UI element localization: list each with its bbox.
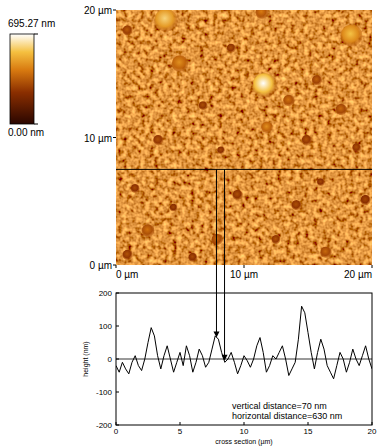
colorbar <box>10 34 34 124</box>
grain <box>360 195 370 205</box>
tick <box>116 326 119 327</box>
grain <box>199 101 208 110</box>
tick <box>372 265 373 268</box>
colorbar-tick <box>34 34 38 35</box>
grain <box>312 75 322 85</box>
tick <box>244 422 245 425</box>
grain <box>153 135 163 145</box>
tick-label: 20 <box>368 427 377 436</box>
image-ground <box>116 10 372 265</box>
grain <box>336 104 348 116</box>
tick <box>113 10 116 11</box>
tick-label: 0 µm <box>116 269 138 280</box>
plot-area <box>116 306 372 379</box>
grain <box>142 224 155 237</box>
grain <box>170 204 178 212</box>
tick <box>116 293 119 294</box>
tick-label: -200 <box>96 421 113 430</box>
figure: 0 µm 10 µm 20 µm 0 µm 10 µm 20 µm 0.00 nm 695.2… <box>0 0 378 447</box>
colorbar-label: 0.00 nm <box>8 127 44 138</box>
tick-label: 200 <box>99 289 113 298</box>
grain <box>122 25 132 35</box>
grain <box>131 184 140 193</box>
cursor-arrow <box>213 332 219 338</box>
tick <box>180 422 181 425</box>
tick-label: 100 <box>99 322 113 331</box>
tick-label: 0 µm <box>90 260 112 271</box>
grain <box>188 253 197 262</box>
colorbar-tick <box>34 124 38 125</box>
plot-frame <box>116 293 372 425</box>
tick-label: 10 µm <box>230 269 258 280</box>
tick <box>116 392 119 393</box>
grain <box>320 246 332 258</box>
axis-title: height (nm) <box>82 341 90 376</box>
colorbar-label: 695.27 nm <box>8 18 55 29</box>
tick-label: 20 µm <box>84 5 112 16</box>
image-texture <box>116 10 372 265</box>
grain <box>256 10 269 19</box>
grain <box>172 55 189 72</box>
profile-line <box>116 306 372 379</box>
tick <box>116 265 117 268</box>
grain <box>302 135 312 145</box>
zero-line <box>116 359 372 360</box>
tick-label: 15 <box>304 427 313 436</box>
grain <box>252 73 276 97</box>
grain <box>232 190 242 200</box>
tick <box>308 422 309 425</box>
grain <box>352 143 361 152</box>
grain <box>154 10 177 32</box>
grain <box>291 200 301 210</box>
annotation: horizontal distance=630 nm <box>232 411 342 421</box>
tick-label: 20 µm <box>344 269 372 280</box>
grain <box>122 250 132 260</box>
grain <box>283 95 295 107</box>
cross-section-line <box>116 169 372 170</box>
grain <box>341 25 363 47</box>
grain <box>272 235 281 244</box>
tick <box>113 137 116 138</box>
tick-label: -100 <box>96 388 113 397</box>
cursor-line <box>216 169 217 333</box>
tick-label: 10 µm <box>84 133 112 144</box>
annotation: vertical distance=70 nm <box>232 401 327 411</box>
grain <box>217 146 225 154</box>
grain <box>211 234 223 246</box>
tick-label: 0 <box>114 427 119 436</box>
tick <box>244 265 245 268</box>
tick-label: 10 <box>240 427 249 436</box>
tick-label: 0 <box>108 355 113 364</box>
axis-title: cross section (µm) <box>215 438 272 446</box>
grain <box>261 122 273 134</box>
tick <box>116 422 117 425</box>
cursor-arrow <box>222 355 228 361</box>
tick <box>372 422 373 425</box>
grain <box>317 178 325 186</box>
grain <box>227 44 236 53</box>
afm-image <box>116 10 372 265</box>
cursor-line <box>224 169 225 356</box>
tick-label: 5 <box>178 427 183 436</box>
